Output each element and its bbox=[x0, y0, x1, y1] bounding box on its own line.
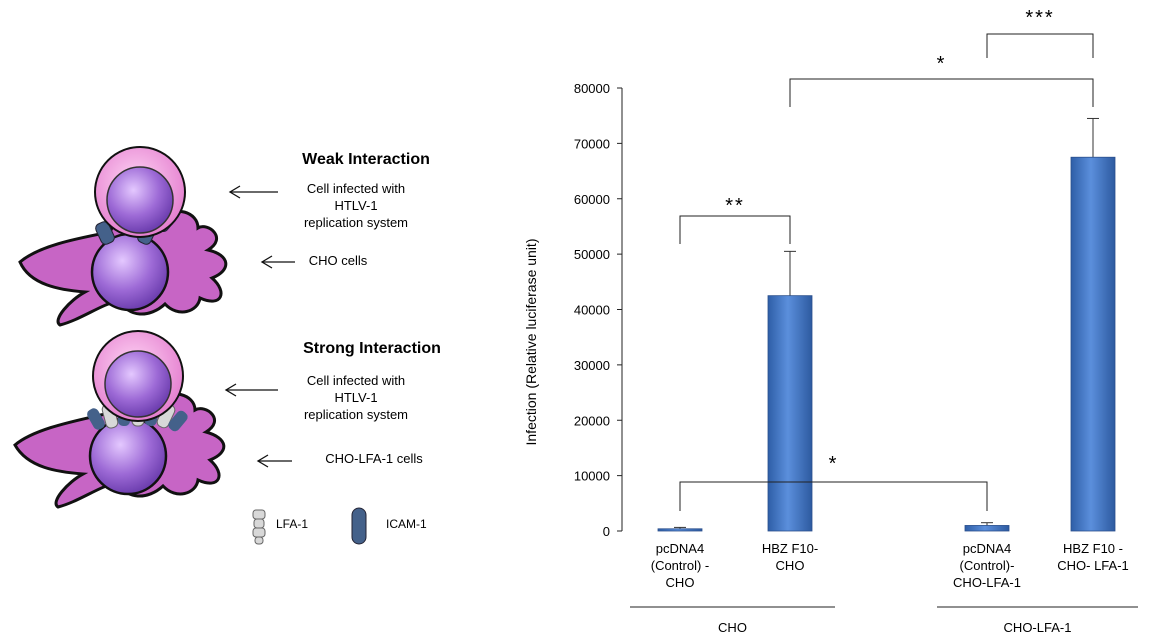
x-tick-label: HBZ F10 - bbox=[1063, 541, 1123, 556]
significance-bracket bbox=[679, 215, 791, 244]
x-tick-label: CHO-LFA-1 bbox=[953, 575, 1021, 590]
significance-layer: ******* bbox=[679, 7, 1094, 511]
x-tick-label: (Control) - bbox=[651, 558, 710, 573]
x-tick-label: HBZ F10- bbox=[762, 541, 818, 556]
significance-marker: * bbox=[829, 453, 839, 475]
y-tick-label: 80000 bbox=[574, 81, 610, 96]
x-tick-label: pcDNA4 bbox=[963, 541, 1011, 556]
infected-label-line-3: replication system bbox=[304, 215, 408, 230]
schematic-diagram: Weak Interaction Cell infected with HTLV… bbox=[13, 146, 441, 545]
significance-bracket bbox=[679, 481, 988, 511]
weak-interaction-panel: Weak Interaction Cell infected with HTLV… bbox=[18, 146, 430, 327]
group-labels: CHO CHO-LFA-1 bbox=[630, 606, 1138, 635]
infected-label-line-1: Cell infected with bbox=[307, 181, 405, 196]
y-tick-label: 60000 bbox=[574, 192, 610, 207]
infected-cell-nucleus-strong bbox=[104, 350, 172, 418]
bar bbox=[1070, 156, 1116, 532]
x-tick-label: pcDNA4 bbox=[656, 541, 704, 556]
infected-label-strong-line-1: Cell infected with bbox=[307, 373, 405, 388]
bar bbox=[657, 528, 703, 532]
bars-layer bbox=[657, 117, 1116, 532]
significance-bracket bbox=[986, 33, 1094, 58]
cho-lfa1-cell-nucleus bbox=[88, 416, 168, 496]
group-label: CHO-LFA-1 bbox=[1004, 620, 1072, 635]
x-tick-label: CHO bbox=[776, 558, 805, 573]
y-tick-label: 10000 bbox=[574, 469, 610, 484]
icam1-legend-icon bbox=[351, 507, 367, 545]
x-tick-label: CHO bbox=[666, 575, 695, 590]
weak-interaction-title: Weak Interaction bbox=[302, 151, 430, 168]
strong-interaction-panel: Strong Interaction Cell infected with HT… bbox=[13, 330, 441, 509]
lfa1-legend-icon bbox=[252, 509, 266, 545]
strong-interaction-title: Strong Interaction bbox=[303, 340, 441, 357]
group-label: CHO bbox=[718, 620, 747, 635]
x-tick-label: CHO- LFA-1 bbox=[1057, 558, 1129, 573]
significance-marker: *** bbox=[1025, 7, 1054, 29]
x-tick-label: (Control)- bbox=[960, 558, 1015, 573]
x-axis-labels: pcDNA4 (Control) - CHO HBZ F10- CHO pcDNA4 (Co… bbox=[651, 541, 1129, 590]
diagram-legend: LFA-1 ICAM-1 bbox=[252, 507, 427, 545]
y-tick-label: 50000 bbox=[574, 247, 610, 262]
significance-marker: ** bbox=[725, 195, 745, 217]
y-tick-label: 70000 bbox=[574, 136, 610, 151]
y-axis-label: Infection (Relative luciferase unit) bbox=[523, 239, 539, 446]
infected-label-strong-line-2: HTLV-1 bbox=[334, 390, 377, 405]
infected-label-strong-line-3: replication system bbox=[304, 407, 408, 422]
y-tick-label: 40000 bbox=[574, 303, 610, 318]
y-tick-label: 0 bbox=[603, 524, 610, 539]
y-tick-label: 30000 bbox=[574, 358, 610, 373]
bar bbox=[964, 525, 1010, 532]
cho-cells-label: CHO cells bbox=[309, 253, 368, 268]
bar bbox=[767, 295, 813, 532]
cho-lfa1-cells-label: CHO-LFA-1 cells bbox=[325, 451, 423, 466]
y-axis: 0 10000 20000 30000 40000 50000 60000 70000 8000… bbox=[574, 81, 623, 539]
significance-marker: * bbox=[937, 53, 947, 75]
significance-bracket bbox=[789, 78, 1094, 107]
icam1-legend-label: ICAM-1 bbox=[386, 517, 427, 531]
infected-label-line-2: HTLV-1 bbox=[334, 198, 377, 213]
y-tick-label: 20000 bbox=[574, 413, 610, 428]
infected-cell-nucleus bbox=[106, 166, 174, 234]
lfa1-legend-label: LFA-1 bbox=[276, 517, 308, 531]
bar-chart: 0 10000 20000 30000 40000 50000 60000 70000 8000… bbox=[523, 7, 1138, 635]
cho-cell-nucleus bbox=[90, 232, 170, 312]
